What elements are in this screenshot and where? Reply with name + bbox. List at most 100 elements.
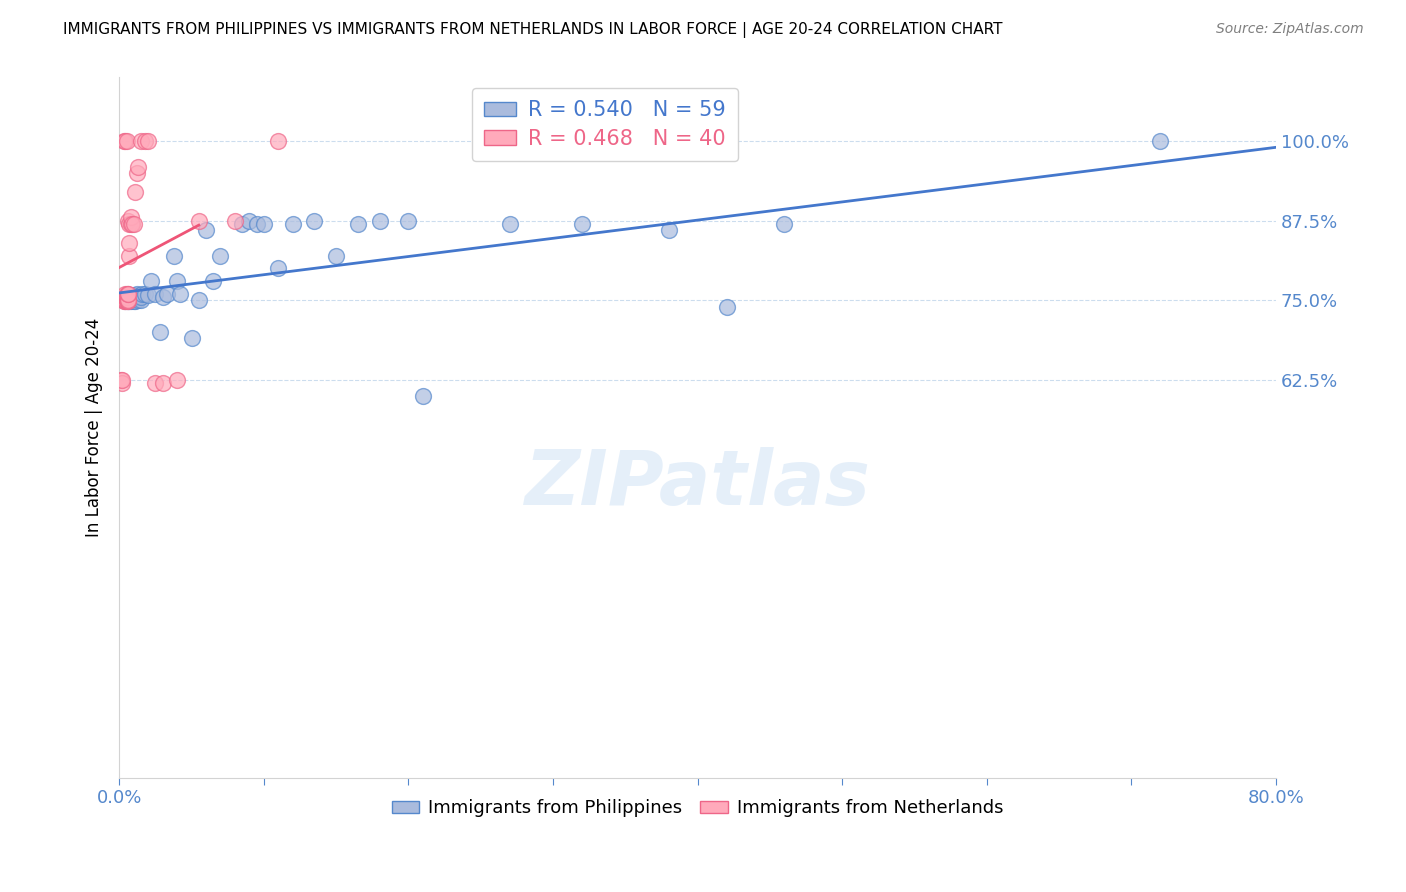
Point: [118, 217, 141, 231]
Point: [117, 294, 139, 309]
Point: [347, 217, 370, 231]
Point: [124, 294, 146, 309]
Point: [114, 294, 136, 309]
Text: IMMIGRANTS FROM PHILIPPINES VS IMMIGRANTS FROM NETHERLANDS IN LABOR FORCE | AGE : IMMIGRANTS FROM PHILIPPINES VS IMMIGRANT…: [63, 22, 1002, 38]
Point: [115, 290, 138, 304]
Point: [114, 290, 136, 304]
Point: [120, 290, 142, 304]
Point: [187, 213, 209, 227]
Point: [412, 389, 434, 403]
Point: [136, 134, 159, 148]
Point: [145, 376, 167, 390]
Point: [118, 235, 141, 250]
Point: [238, 213, 260, 227]
Point: [152, 290, 174, 304]
Point: [145, 286, 167, 301]
Point: [120, 293, 142, 308]
Point: [136, 288, 159, 302]
Point: [115, 134, 138, 148]
Point: [110, 373, 132, 387]
Point: [129, 134, 152, 148]
Point: [773, 217, 796, 231]
Point: [368, 213, 391, 227]
Point: [122, 217, 145, 231]
Point: [658, 223, 681, 237]
Point: [180, 331, 202, 345]
Point: [267, 134, 290, 148]
Point: [115, 294, 138, 309]
Point: [124, 185, 146, 199]
Point: [115, 286, 138, 301]
Point: [125, 286, 148, 301]
Point: [246, 217, 269, 231]
Point: [114, 134, 136, 148]
Point: [118, 293, 141, 308]
Point: [124, 290, 146, 304]
Y-axis label: In Labor Force | Age 20-24: In Labor Force | Age 20-24: [86, 318, 103, 537]
Point: [398, 213, 420, 227]
Point: [187, 293, 209, 308]
Point: [253, 217, 276, 231]
Point: [114, 294, 136, 309]
Point: [120, 217, 142, 231]
Point: [117, 294, 139, 309]
Point: [166, 274, 188, 288]
Point: [118, 290, 141, 304]
Point: [115, 293, 138, 308]
Point: [114, 293, 136, 308]
Point: [115, 292, 138, 306]
Point: [112, 293, 135, 308]
Point: [166, 373, 188, 387]
Point: [281, 217, 304, 231]
Point: [195, 223, 218, 237]
Point: [111, 373, 134, 387]
Text: ZIPatlas: ZIPatlas: [524, 447, 870, 521]
Point: [117, 286, 139, 301]
Point: [498, 217, 520, 231]
Point: [156, 286, 179, 301]
Point: [112, 134, 135, 148]
Point: [122, 288, 145, 302]
Point: [129, 290, 152, 304]
Point: [121, 293, 143, 308]
Point: [1149, 134, 1171, 148]
Point: [122, 293, 145, 308]
Point: [112, 293, 135, 308]
Point: [134, 286, 156, 301]
Point: [114, 286, 136, 301]
Point: [127, 160, 149, 174]
Text: Source: ZipAtlas.com: Source: ZipAtlas.com: [1216, 22, 1364, 37]
Point: [117, 293, 139, 308]
Point: [118, 292, 141, 306]
Point: [111, 376, 134, 390]
Point: [127, 293, 149, 308]
Point: [304, 213, 326, 227]
Point: [117, 286, 139, 301]
Point: [118, 294, 141, 309]
Point: [127, 290, 149, 304]
Point: [152, 376, 174, 390]
Legend: Immigrants from Philippines, Immigrants from Netherlands: Immigrants from Philippines, Immigrants …: [385, 792, 1011, 824]
Point: [118, 249, 141, 263]
Point: [267, 261, 290, 276]
Point: [122, 294, 145, 309]
Point: [120, 294, 142, 309]
Point: [224, 213, 246, 227]
Point: [209, 249, 232, 263]
Point: [121, 217, 143, 231]
Point: [128, 288, 150, 302]
Point: [125, 166, 148, 180]
Point: [121, 290, 143, 304]
Point: [169, 286, 191, 301]
Point: [716, 300, 738, 314]
Point: [571, 217, 593, 231]
Point: [149, 325, 172, 339]
Point: [134, 134, 156, 148]
Point: [202, 274, 225, 288]
Point: [231, 217, 253, 231]
Point: [120, 211, 142, 225]
Point: [325, 249, 347, 263]
Point: [163, 249, 186, 263]
Point: [131, 286, 153, 301]
Point: [117, 293, 139, 308]
